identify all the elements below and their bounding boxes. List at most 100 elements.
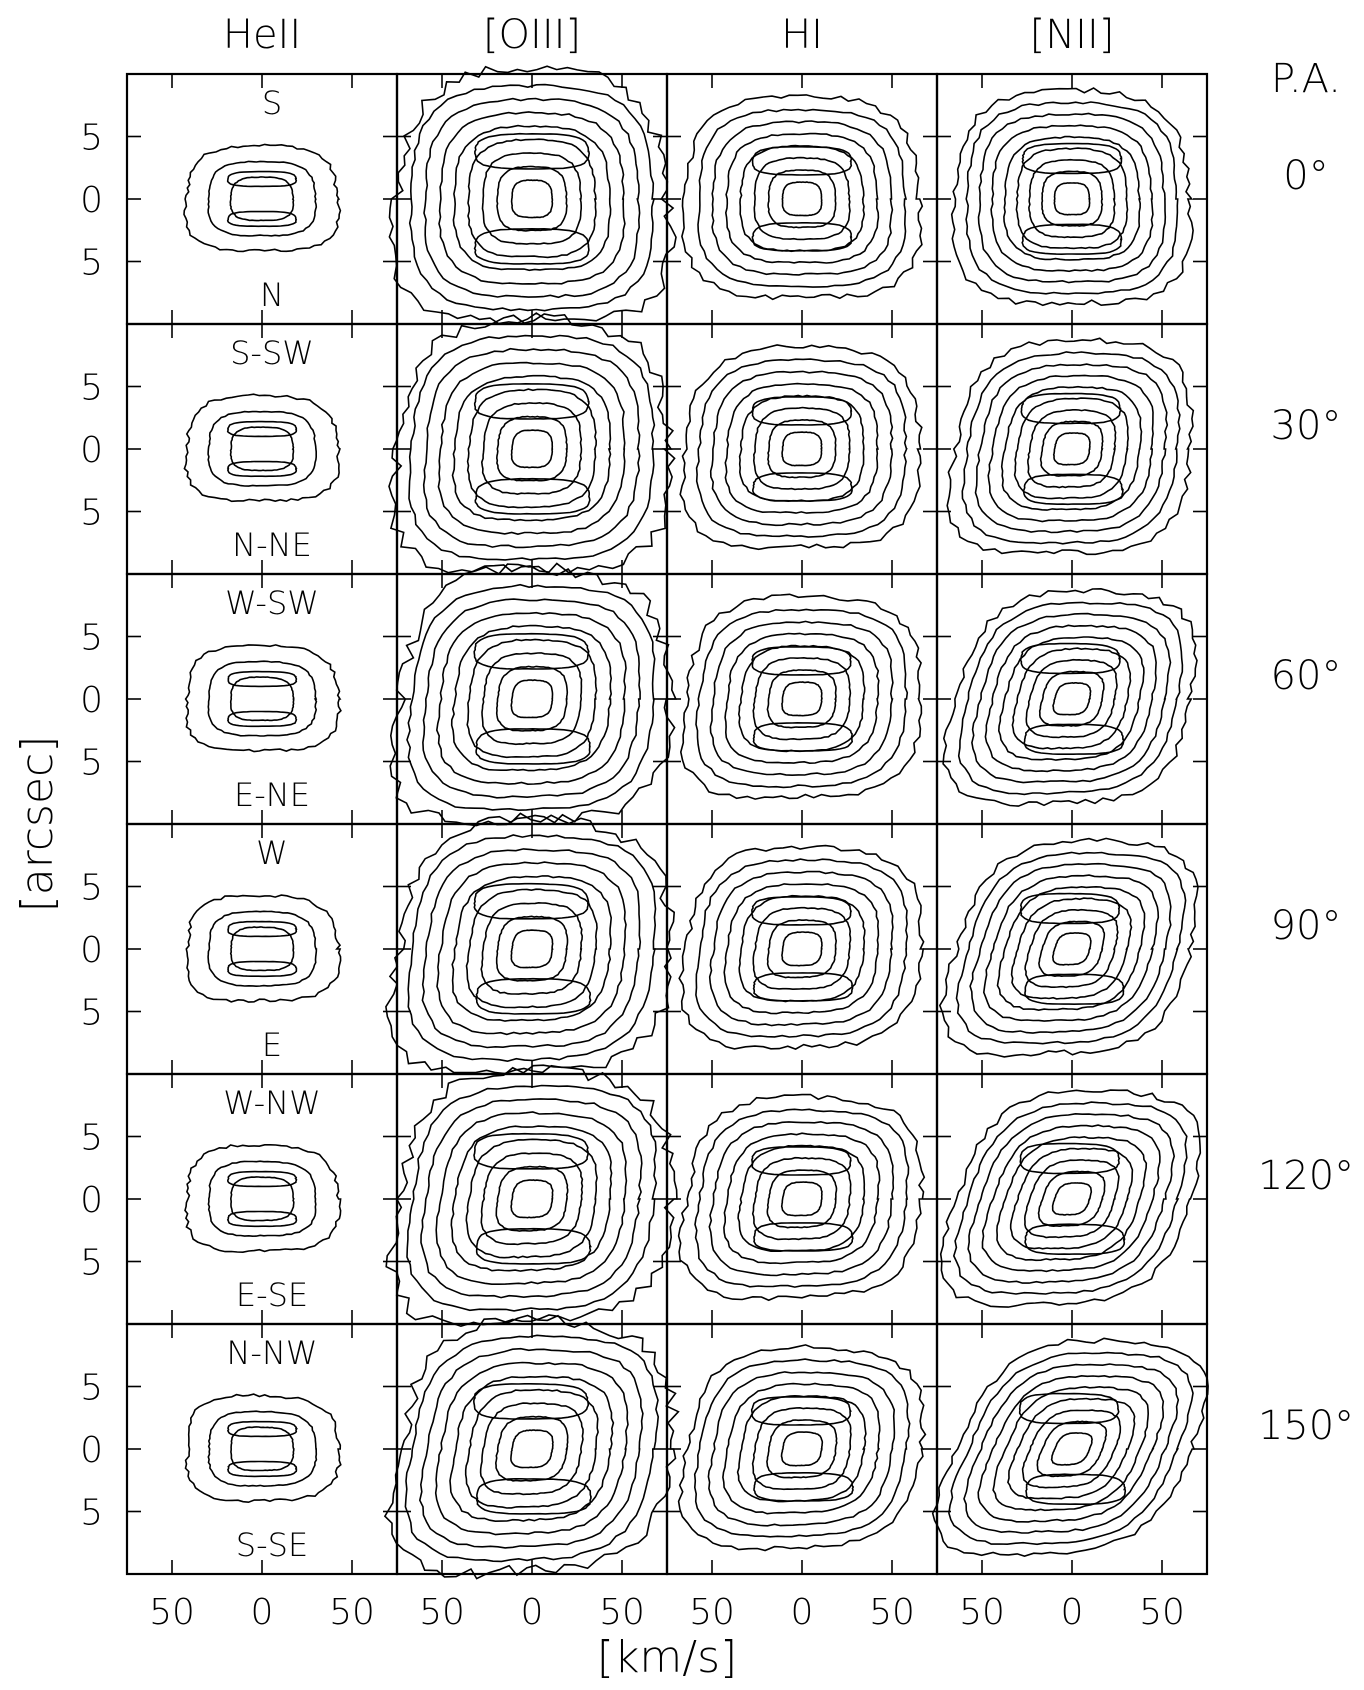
panel-frame [935,572,1209,826]
panel-hi-pa-90 [665,822,939,1076]
contour-level-9 [1052,681,1092,716]
contour-level-5 [996,885,1146,1012]
contour-level-1 [183,143,342,253]
contour-level-5 [451,374,612,522]
contour-level-1 [679,593,923,800]
contour-peak [752,721,854,752]
direction-label-top: W-NW [223,1084,320,1122]
panel-frame [935,322,1209,576]
contour-peak [751,1145,852,1176]
contour-level-1 [679,344,923,551]
contour-peak [750,895,853,926]
contour-level-2 [965,101,1179,295]
contour-level-1 [388,65,677,325]
y-tick-label: 5 [80,1243,103,1284]
contour-level-4 [722,1382,881,1515]
contour-peak [472,1383,590,1420]
y-tick-label: 5 [80,368,103,409]
direction-label-bottom: E-SE [236,1276,308,1314]
y-tick-label: 0 [80,430,103,471]
contour-level-9 [510,1179,554,1219]
panel-ticks [397,73,667,325]
contour-peak [1024,973,1125,1006]
contour-level-5 [739,144,866,253]
pa-header: P.A. [1271,56,1341,102]
contour-level-8 [1036,1420,1108,1478]
x-tick-label: 50 [599,1592,645,1633]
contour-level-6 [752,656,852,741]
contour-level-4 [977,1374,1165,1523]
y-axis-title: [arcsec] [12,736,63,913]
contour-level-7 [481,652,583,746]
x-tick-label: 0 [1061,1592,1084,1633]
x-tick-label: 50 [329,1592,375,1633]
contour-peak [227,920,298,938]
contours [681,94,924,301]
x-tick-label: 0 [251,1592,274,1633]
contour-level-2 [952,1101,1188,1295]
contour-level-1 [389,563,678,827]
contours [388,65,677,325]
contour-peak [226,1170,298,1188]
contour-level-5 [1003,135,1142,261]
contours [677,1344,927,1552]
contour-level-1 [385,812,676,1075]
contour-level-7 [480,401,583,496]
x-tick-label: 0 [791,1592,814,1633]
pa-value-150: 150° [1258,1403,1354,1449]
y-tick-label: 0 [80,680,103,721]
contour-level-4 [982,874,1160,1022]
contour-level-5 [451,875,613,1022]
contour-level-5 [738,894,866,1003]
column-titles: HeII [OIII] HI [NII] P.A. [223,12,1341,102]
contour-peak [226,170,298,188]
contour-level-8 [781,431,823,467]
contour-level-6 [467,138,597,259]
panel-oiii-pa-60 [389,563,678,827]
contours [679,344,923,551]
contour-level-1 [942,587,1198,807]
contours [185,894,342,1003]
contour-level-3 [229,926,295,972]
contour-level-7 [480,1152,584,1246]
pa-value-30: 30° [1271,403,1342,449]
panel-ticks [667,1323,937,1575]
contour-level-1 [946,337,1195,556]
direction-label-bottom: N [260,276,284,314]
contour-level-6 [1009,1147,1134,1250]
contour-peak [1023,723,1125,755]
contour-level-2 [957,601,1184,796]
contour-level-4 [723,883,880,1015]
contour-peak [474,477,591,515]
panel-ticks [127,1073,397,1325]
contour-level-9 [1051,932,1092,966]
contour-peak [1021,142,1123,175]
direction-label-top: N-NW [226,1334,317,1372]
contour-level-1 [678,844,925,1050]
x-tick-label: 50 [869,1592,915,1633]
contour-level-2 [948,1351,1194,1546]
contour-level-3 [422,598,641,799]
contour-level-6 [1015,147,1129,250]
contours [385,812,676,1075]
contour-level-8 [495,1165,569,1232]
contour-level-1 [677,1344,927,1552]
contour-peak [751,146,853,176]
contours [388,313,676,574]
y-tick-label: 0 [80,1180,103,1221]
direction-label-top: S-SW [230,334,314,372]
panel-heii-pa-30: S-SW N-NE [125,322,399,576]
x-tick-label: 50 [149,1592,195,1633]
contour-level-9 [1050,1432,1093,1466]
contour-level-7 [767,169,837,229]
contour-peak [473,227,590,265]
pa-value-0: 0° [1283,153,1328,199]
y-tick-label: 5 [80,243,103,284]
contour-peak [226,460,298,478]
panel-heii-pa-0: SN [125,72,399,326]
panel-ticks [937,1323,1207,1575]
contour-level-8 [1038,920,1106,978]
contour-level-3 [977,112,1167,284]
contours [931,1337,1209,1557]
